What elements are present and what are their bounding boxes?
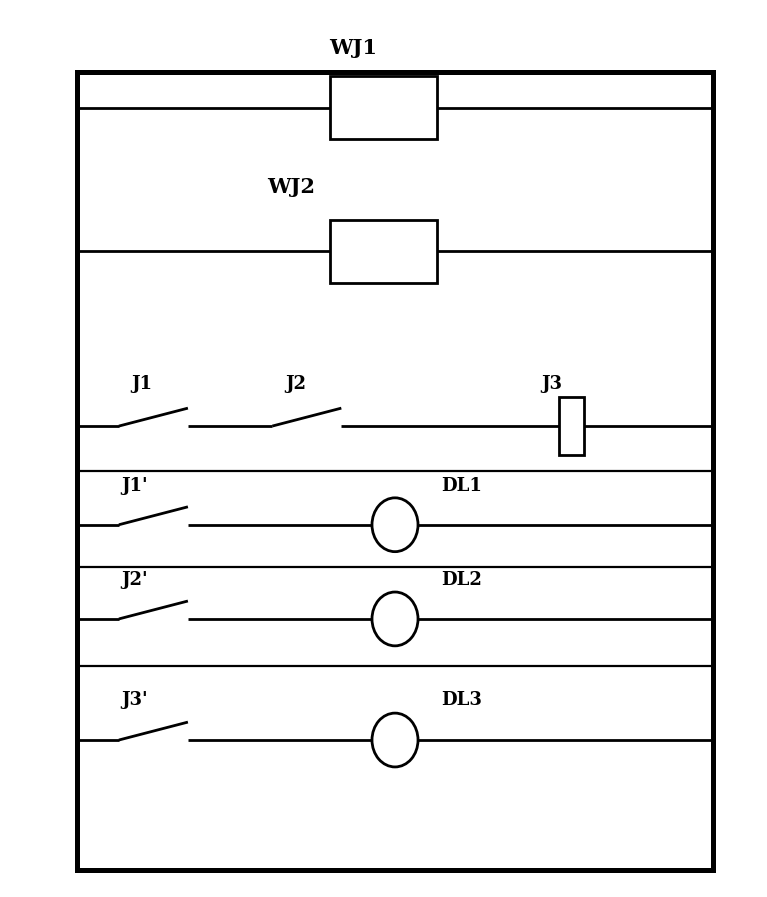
Text: WJ2: WJ2 [268, 178, 315, 197]
Circle shape [372, 592, 418, 646]
Text: J1': J1' [121, 477, 147, 495]
Text: J3: J3 [542, 375, 563, 393]
Text: DL3: DL3 [441, 691, 482, 709]
Bar [330, 220, 437, 283]
Bar [330, 76, 437, 139]
Circle shape [372, 498, 418, 552]
Bar [77, 72, 713, 870]
Text: J2': J2' [121, 571, 147, 589]
Text: J3': J3' [121, 691, 147, 709]
Bar [559, 396, 584, 456]
Text: J2: J2 [285, 375, 306, 393]
Text: WJ1: WJ1 [329, 39, 377, 58]
Text: DL1: DL1 [441, 477, 482, 495]
Text: DL2: DL2 [441, 571, 482, 589]
Circle shape [372, 713, 418, 767]
Text: J1: J1 [131, 375, 153, 393]
